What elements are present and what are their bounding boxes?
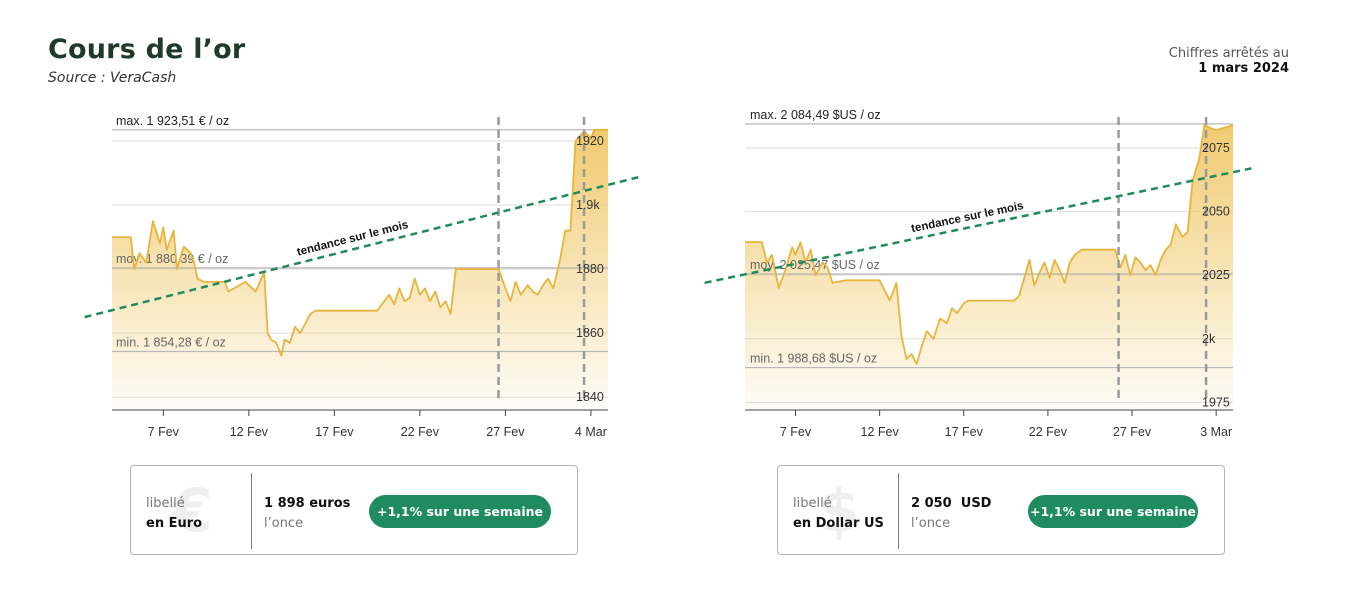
- y-tick-label: 2025: [1202, 268, 1230, 282]
- euro-icon: €: [171, 476, 213, 546]
- weekly-change-badge: +1,1% sur une semaine: [1028, 495, 1198, 528]
- price-area: [112, 129, 608, 411]
- card-divider: [898, 473, 899, 549]
- trend-label: tendance sur le mois: [910, 200, 1024, 235]
- max-label: max. 2 084,49 $US / oz: [750, 108, 881, 122]
- x-tick-label: 17 Fev: [315, 425, 354, 439]
- y-tick-label: 2k: [1202, 332, 1216, 346]
- label-prefix: libellé: [793, 496, 832, 511]
- y-tick-label: 1920: [576, 134, 604, 148]
- weekly-change-badge: +1,1% sur une semaine: [369, 495, 551, 528]
- y-tick-label: 1975: [1202, 395, 1230, 409]
- x-tick-label: 17 Fev: [945, 425, 984, 439]
- currency-name: en Dollar US: [793, 516, 884, 531]
- trend-line: [704, 167, 1252, 285]
- x-tick-label: 27 Fev: [486, 425, 525, 439]
- page-title: Cours de l’or: [48, 34, 246, 65]
- price-area: [745, 125, 1233, 410]
- x-tick-label: 4 Mar: [575, 425, 607, 439]
- source-label: Source : VeraCash: [48, 70, 177, 86]
- price-line: [112, 128, 608, 357]
- currency-name: en Euro: [146, 516, 203, 531]
- price-block: 2 050 USD l’once: [911, 494, 991, 534]
- label-prefix: libellé: [146, 496, 185, 511]
- x-tick-label: 7 Fev: [148, 425, 180, 439]
- y-tick-label: 1840: [576, 390, 604, 404]
- y-tick-label: 1860: [576, 326, 604, 340]
- as-of-date: 1 mars 2024: [1198, 61, 1289, 76]
- price-value: 1 898 euros: [264, 496, 351, 511]
- usd-summary-card: $ libellé en Dollar US 2 050 USD l’once …: [777, 465, 1225, 555]
- x-tick-label: 27 Fev: [1113, 425, 1152, 439]
- card-divider: [251, 473, 252, 549]
- as-of-block: Chiffres arrêtés au 1 mars 2024: [1169, 46, 1289, 76]
- y-tick-label: 1.9k: [576, 198, 600, 212]
- min-label: min. 1 854,28 € / oz: [116, 335, 226, 349]
- x-tick-label: 12 Fev: [861, 425, 900, 439]
- x-tick-label: 22 Fev: [1029, 425, 1068, 439]
- currency-label: libellé en Dollar US: [793, 494, 884, 534]
- currency-label: libellé en Euro: [146, 494, 202, 534]
- dollar-icon: $: [818, 476, 860, 546]
- y-tick-label: 2050: [1202, 205, 1230, 219]
- avg-label: moy. 2 025,47 $US / oz: [750, 258, 880, 272]
- x-tick-label: 3 Mar: [1200, 425, 1232, 439]
- as-of-label: Chiffres arrêtés au: [1168, 46, 1289, 61]
- euro-summary-card: € libellé en Euro 1 898 euros l’once +1,…: [130, 465, 578, 555]
- price-value: 2 050 USD: [911, 496, 992, 511]
- usd-gold-chart: max. 2 084,49 $US / oz moy. 2 025,47 $US …: [704, 108, 1252, 439]
- euro-gold-chart: max. 1 923,51 € / oz moy. 1 880,39 € / oz…: [84, 114, 643, 439]
- price-line: [745, 124, 1234, 366]
- price-unit: l’once: [264, 516, 304, 531]
- x-tick-label: 12 Fev: [230, 425, 269, 439]
- x-tick-label: 7 Fev: [780, 425, 812, 439]
- price-block: 1 898 euros l’once: [264, 494, 350, 534]
- y-tick-label: 1880: [576, 262, 604, 276]
- x-tick-label: 22 Fev: [401, 425, 440, 439]
- y-tick-label: 2075: [1202, 141, 1230, 155]
- min-label: min. 1 988,68 $US / oz: [750, 352, 877, 366]
- avg-label: moy. 1 880,39 € / oz: [116, 252, 228, 266]
- max-label: max. 1 923,51 € / oz: [116, 114, 229, 128]
- price-unit: l’once: [911, 516, 951, 531]
